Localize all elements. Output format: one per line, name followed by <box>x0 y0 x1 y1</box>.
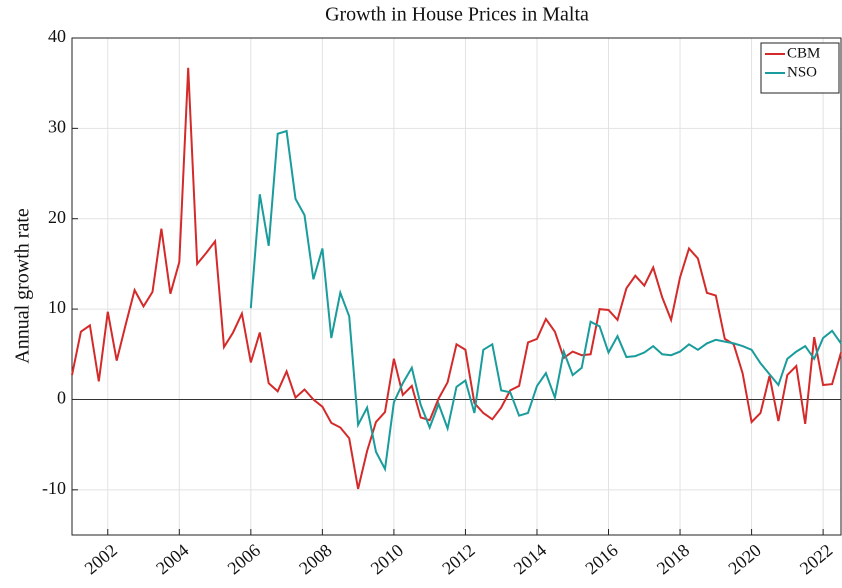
x-tick-label: 2022 <box>796 540 836 578</box>
legend-label: NSO <box>787 64 817 80</box>
y-tick-label: 10 <box>48 297 66 317</box>
x-tick-label: 2002 <box>81 540 121 578</box>
y-tick-label: 0 <box>57 388 66 408</box>
x-tick-label: 2012 <box>438 540 478 578</box>
x-tick-label: 2020 <box>724 540 764 578</box>
y-tick-label: 40 <box>48 26 66 46</box>
x-tick-label: 2006 <box>224 540 264 578</box>
x-tick-label: 2018 <box>653 540 693 578</box>
x-tick-label: 2016 <box>581 540 621 578</box>
series-line <box>249 129 842 473</box>
x-tick-label: 2004 <box>152 540 192 578</box>
y-tick-label: 30 <box>48 116 66 136</box>
series-line <box>71 67 842 490</box>
y-tick-label: -10 <box>42 478 66 498</box>
legend-box <box>760 42 840 94</box>
y-tick-label: 20 <box>48 207 66 227</box>
legend-label: CBM <box>787 45 820 61</box>
x-tick-label: 2010 <box>367 540 407 578</box>
x-tick-label: 2014 <box>510 540 550 578</box>
x-tick-label: 2008 <box>295 540 335 578</box>
y-axis-label: Annual growth rate <box>12 208 34 364</box>
plot-frame <box>71 37 842 536</box>
chart-title: Growth in House Prices in Malta <box>325 4 589 26</box>
